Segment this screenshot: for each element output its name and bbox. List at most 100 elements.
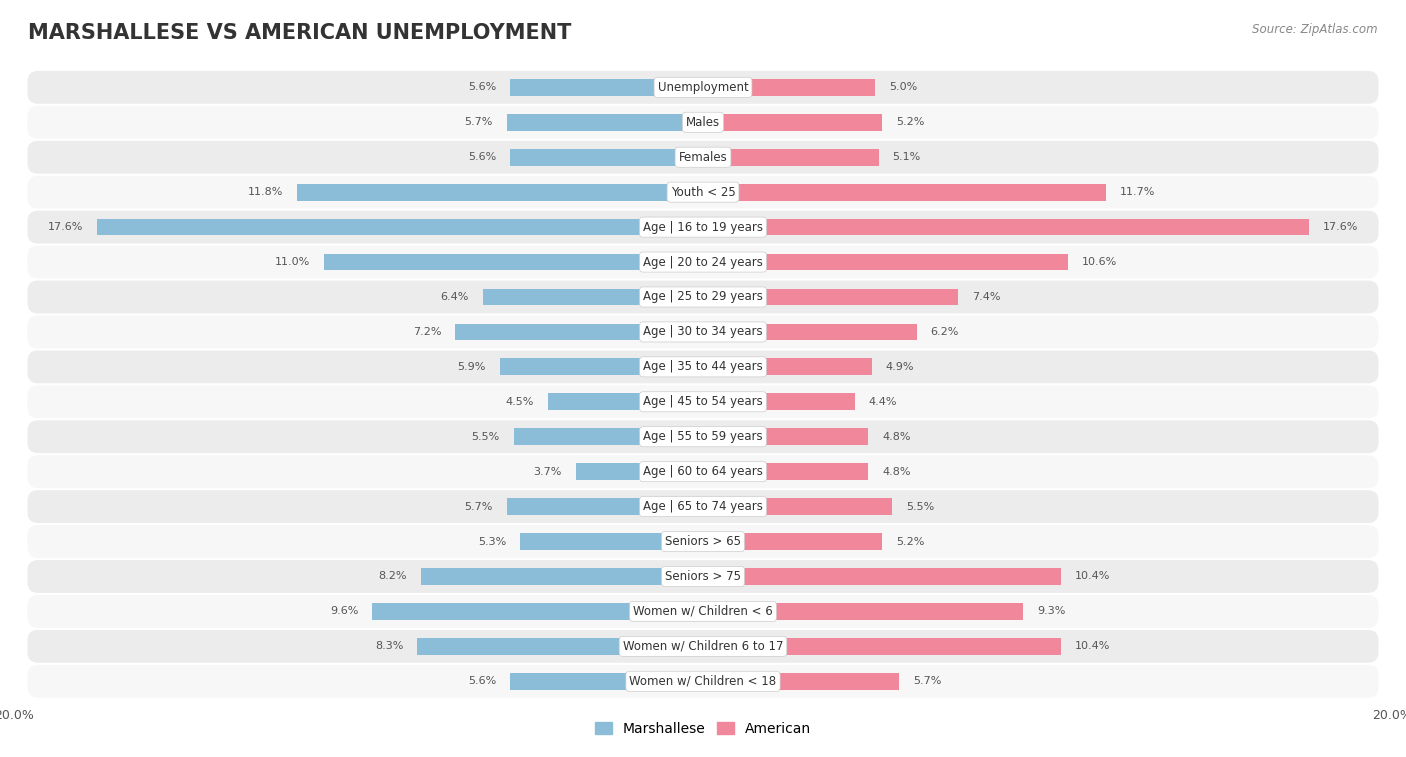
Text: Age | 60 to 64 years: Age | 60 to 64 years (643, 465, 763, 478)
Text: 5.7%: 5.7% (912, 676, 942, 687)
Text: 10.6%: 10.6% (1083, 257, 1118, 267)
Text: Age | 16 to 19 years: Age | 16 to 19 years (643, 220, 763, 234)
Bar (703, 463, 869, 480)
Bar (703, 219, 1309, 235)
Text: MARSHALLESE VS AMERICAN UNEMPLOYMENT: MARSHALLESE VS AMERICAN UNEMPLOYMENT (28, 23, 571, 42)
Text: 5.5%: 5.5% (907, 502, 935, 512)
Text: Age | 25 to 29 years: Age | 25 to 29 years (643, 291, 763, 304)
FancyBboxPatch shape (28, 71, 1378, 104)
FancyBboxPatch shape (28, 491, 1378, 523)
Bar (418, 638, 703, 655)
Bar (513, 428, 703, 445)
Bar (575, 463, 703, 480)
Text: 6.4%: 6.4% (440, 292, 468, 302)
Bar (703, 114, 882, 131)
Bar (510, 79, 703, 95)
Text: Seniors > 65: Seniors > 65 (665, 535, 741, 548)
FancyBboxPatch shape (28, 595, 1378, 628)
Text: 8.2%: 8.2% (378, 572, 406, 581)
Bar (506, 498, 703, 515)
Text: 11.8%: 11.8% (247, 187, 283, 197)
Bar (703, 79, 875, 95)
Text: Females: Females (679, 151, 727, 164)
FancyBboxPatch shape (28, 106, 1378, 139)
Bar (703, 184, 1107, 201)
FancyBboxPatch shape (28, 420, 1378, 453)
Bar (703, 533, 882, 550)
Bar (520, 533, 703, 550)
Text: Women w/ Children < 6: Women w/ Children < 6 (633, 605, 773, 618)
Text: 6.2%: 6.2% (931, 327, 959, 337)
Bar (506, 114, 703, 131)
Bar (499, 359, 703, 375)
Text: 17.6%: 17.6% (48, 222, 83, 232)
FancyBboxPatch shape (28, 350, 1378, 383)
Bar (703, 149, 879, 166)
Bar (703, 603, 1024, 620)
Text: 7.4%: 7.4% (972, 292, 1000, 302)
Text: Youth < 25: Youth < 25 (671, 185, 735, 198)
Text: Women w/ Children < 18: Women w/ Children < 18 (630, 674, 776, 688)
Text: 11.0%: 11.0% (276, 257, 311, 267)
FancyBboxPatch shape (28, 630, 1378, 663)
Bar (703, 673, 900, 690)
Text: Women w/ Children 6 to 17: Women w/ Children 6 to 17 (623, 640, 783, 653)
Text: 7.2%: 7.2% (413, 327, 441, 337)
Text: 4.4%: 4.4% (869, 397, 897, 407)
Bar (482, 288, 703, 305)
Text: 4.5%: 4.5% (506, 397, 534, 407)
Text: 4.9%: 4.9% (886, 362, 914, 372)
Text: 5.2%: 5.2% (896, 117, 924, 127)
Text: 5.2%: 5.2% (896, 537, 924, 547)
Bar (97, 219, 703, 235)
FancyBboxPatch shape (28, 455, 1378, 488)
Legend: Marshallese, American: Marshallese, American (589, 716, 817, 742)
FancyBboxPatch shape (28, 281, 1378, 313)
Text: 10.4%: 10.4% (1076, 572, 1111, 581)
FancyBboxPatch shape (28, 245, 1378, 279)
Text: Seniors > 75: Seniors > 75 (665, 570, 741, 583)
Text: Age | 20 to 24 years: Age | 20 to 24 years (643, 256, 763, 269)
Bar (703, 288, 957, 305)
FancyBboxPatch shape (28, 141, 1378, 173)
FancyBboxPatch shape (28, 316, 1378, 348)
Text: Males: Males (686, 116, 720, 129)
Text: Age | 35 to 44 years: Age | 35 to 44 years (643, 360, 763, 373)
Text: 5.0%: 5.0% (889, 83, 917, 92)
Text: 5.5%: 5.5% (471, 431, 499, 442)
Bar (703, 254, 1069, 270)
Text: 5.7%: 5.7% (464, 502, 494, 512)
Text: 5.6%: 5.6% (468, 83, 496, 92)
Text: 4.8%: 4.8% (882, 466, 911, 477)
FancyBboxPatch shape (28, 210, 1378, 244)
Text: 9.6%: 9.6% (330, 606, 359, 616)
Bar (548, 394, 703, 410)
Bar (456, 323, 703, 341)
Bar (703, 359, 872, 375)
FancyBboxPatch shape (28, 176, 1378, 209)
Bar (703, 323, 917, 341)
Text: Age | 30 to 34 years: Age | 30 to 34 years (643, 326, 763, 338)
Text: 3.7%: 3.7% (533, 466, 562, 477)
Text: 5.6%: 5.6% (468, 152, 496, 162)
Bar (703, 394, 855, 410)
FancyBboxPatch shape (28, 525, 1378, 558)
Text: 11.7%: 11.7% (1119, 187, 1156, 197)
Text: 5.3%: 5.3% (478, 537, 506, 547)
Bar (323, 254, 703, 270)
FancyBboxPatch shape (28, 560, 1378, 593)
Bar (510, 673, 703, 690)
Bar (703, 568, 1062, 585)
Bar (297, 184, 703, 201)
Text: Source: ZipAtlas.com: Source: ZipAtlas.com (1253, 23, 1378, 36)
Text: 5.7%: 5.7% (464, 117, 494, 127)
Text: 5.6%: 5.6% (468, 676, 496, 687)
Text: 9.3%: 9.3% (1038, 606, 1066, 616)
Bar (373, 603, 703, 620)
Bar (703, 428, 869, 445)
Text: Age | 45 to 54 years: Age | 45 to 54 years (643, 395, 763, 408)
Text: 8.3%: 8.3% (375, 641, 404, 651)
Text: 5.9%: 5.9% (457, 362, 486, 372)
Bar (703, 498, 893, 515)
Text: 5.1%: 5.1% (893, 152, 921, 162)
